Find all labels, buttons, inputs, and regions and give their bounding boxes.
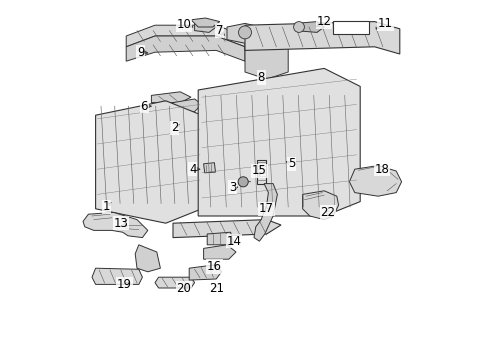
Text: 15: 15 — [252, 165, 267, 177]
Polygon shape — [126, 25, 245, 47]
Polygon shape — [83, 212, 148, 238]
Polygon shape — [198, 68, 360, 216]
Text: 4: 4 — [189, 163, 196, 176]
Text: 7: 7 — [216, 24, 223, 37]
Text: 14: 14 — [227, 235, 242, 248]
Polygon shape — [92, 268, 143, 284]
Polygon shape — [135, 245, 160, 272]
Text: 16: 16 — [207, 260, 222, 273]
Text: 21: 21 — [209, 282, 224, 294]
Polygon shape — [204, 163, 216, 173]
Polygon shape — [151, 92, 191, 103]
Text: 17: 17 — [259, 202, 274, 215]
Text: 5: 5 — [288, 157, 295, 170]
Bar — [333, 21, 369, 34]
Polygon shape — [204, 245, 236, 259]
Text: 18: 18 — [374, 163, 389, 176]
Text: 20: 20 — [176, 282, 191, 294]
Polygon shape — [155, 277, 195, 288]
Text: 9: 9 — [137, 46, 145, 59]
Polygon shape — [173, 220, 281, 238]
Circle shape — [239, 26, 251, 39]
Polygon shape — [295, 22, 324, 32]
Polygon shape — [303, 191, 339, 220]
Polygon shape — [207, 232, 232, 245]
Text: 2: 2 — [171, 121, 178, 134]
Polygon shape — [245, 22, 400, 54]
Polygon shape — [349, 166, 402, 196]
Text: 22: 22 — [320, 206, 335, 219]
Text: 3: 3 — [229, 181, 236, 194]
Polygon shape — [126, 36, 245, 61]
Polygon shape — [96, 101, 202, 223]
Text: 19: 19 — [117, 278, 132, 291]
Text: 6: 6 — [141, 100, 148, 113]
Text: 11: 11 — [378, 17, 393, 30]
Text: 10: 10 — [176, 18, 191, 31]
Text: 13: 13 — [113, 217, 128, 230]
Polygon shape — [254, 184, 277, 241]
Circle shape — [294, 22, 304, 32]
Polygon shape — [227, 23, 261, 43]
Circle shape — [238, 177, 248, 187]
Text: 1: 1 — [102, 201, 110, 213]
Polygon shape — [173, 99, 202, 113]
Polygon shape — [245, 40, 288, 79]
Text: 8: 8 — [258, 71, 265, 84]
Polygon shape — [257, 160, 266, 184]
Text: 12: 12 — [317, 15, 332, 28]
Polygon shape — [191, 18, 220, 27]
Polygon shape — [195, 22, 216, 32]
Polygon shape — [189, 265, 221, 280]
